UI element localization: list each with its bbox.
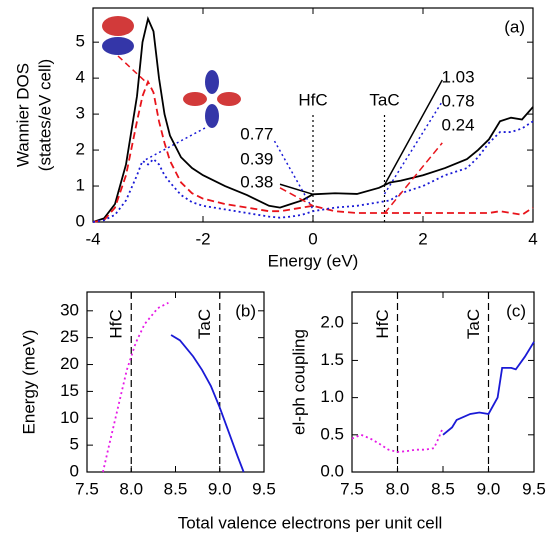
y-tick-label: 25 [60, 327, 79, 346]
fit-slope-label: 1.03 [442, 67, 475, 86]
reference-label: TaC [195, 309, 214, 339]
data-line [170, 334, 245, 473]
x-tick-label: 8.5 [164, 479, 188, 498]
orbital-lobe [183, 92, 207, 106]
y-tick-label: 1.0 [320, 387, 344, 406]
x-tick-label: 7.5 [75, 479, 99, 498]
orbital-lobe [205, 104, 219, 128]
data-line [92, 15, 534, 223]
panel-label: (b) [235, 301, 256, 320]
fit-slope-label: 0.77 [240, 124, 273, 143]
reference-label: TaC [464, 309, 483, 339]
y-axis-label: Wannier DOS [13, 63, 32, 167]
x-tick-label: 9.5 [522, 479, 546, 498]
panel-label: (a) [504, 17, 525, 36]
y-tick-label: 0.5 [320, 424, 344, 443]
pointer [144, 127, 206, 161]
x-tick-label: -2 [195, 229, 210, 248]
x-tick-label: 2 [418, 229, 427, 248]
data-line [92, 120, 534, 223]
data-line [442, 341, 535, 436]
y-tick-label: 2.0 [320, 313, 344, 332]
x-tick-label: 9.5 [252, 479, 276, 498]
fit-line [383, 101, 443, 195]
x-tick-label: 9.0 [208, 479, 232, 498]
data-line [102, 301, 169, 473]
x-axis-label: Energy (eV) [268, 251, 359, 270]
fit-slope-label: 0.24 [442, 115, 475, 134]
y-tick-label: 0 [70, 461, 79, 480]
y-tick-label: 5 [70, 435, 79, 454]
y-tick-label: 2 [76, 140, 85, 159]
orbital-lobe [205, 70, 219, 94]
x-tick-label: 8.0 [386, 479, 410, 498]
fit-line [383, 79, 443, 186]
x-tick-label: 4 [528, 229, 537, 248]
y-tick-label: 1 [76, 176, 85, 195]
y-tick-label: 0.0 [320, 461, 344, 480]
y-tick-label: 10 [60, 408, 79, 427]
x-tick-label: 9.0 [477, 479, 501, 498]
reference-label: HfC [107, 309, 126, 338]
y-tick-label: 3 [76, 104, 85, 123]
fit-slope-label: 0.38 [240, 172, 273, 191]
reference-label: HfC [373, 309, 392, 338]
y-tick-label: 20 [60, 354, 79, 373]
orbital-icons [102, 16, 241, 161]
x-tick-label: -4 [85, 229, 100, 248]
y-axis-label: el-ph coupling [289, 329, 308, 435]
y-tick-label: 0 [76, 211, 85, 230]
fit-slope-label: 0.39 [240, 149, 273, 168]
x-tick-label: 8.5 [431, 479, 455, 498]
y-tick-label: 4 [76, 68, 85, 87]
x-tick-label: 0 [308, 229, 317, 248]
y-axis-label: Energy (meV) [19, 330, 38, 435]
fit-line [273, 140, 314, 210]
fit-line [279, 187, 314, 207]
y-tick-label: 15 [60, 381, 79, 400]
fit-line [383, 142, 443, 214]
data-line [92, 79, 534, 223]
y-axis-label: (states/eV cell) [35, 59, 54, 171]
y-tick-label: 5 [76, 32, 85, 51]
fit-slope-label: 0.78 [442, 91, 475, 110]
reference-label: HfC [298, 90, 327, 109]
x-tick-label: 8.0 [119, 479, 143, 498]
y-tick-label: 1.5 [320, 350, 344, 369]
pointer [117, 55, 149, 85]
fit-line [279, 183, 314, 196]
x-tick-label: 7.5 [340, 479, 364, 498]
orbital-lobe [102, 16, 134, 36]
orbital-lobe [217, 92, 241, 106]
shared-x-label: Total valence electrons per unit cell [178, 513, 443, 532]
reference-label: TaC [369, 90, 399, 109]
y-tick-label: 30 [60, 300, 79, 319]
panel-label: (c) [506, 301, 526, 320]
orbital-lobe [102, 37, 134, 55]
